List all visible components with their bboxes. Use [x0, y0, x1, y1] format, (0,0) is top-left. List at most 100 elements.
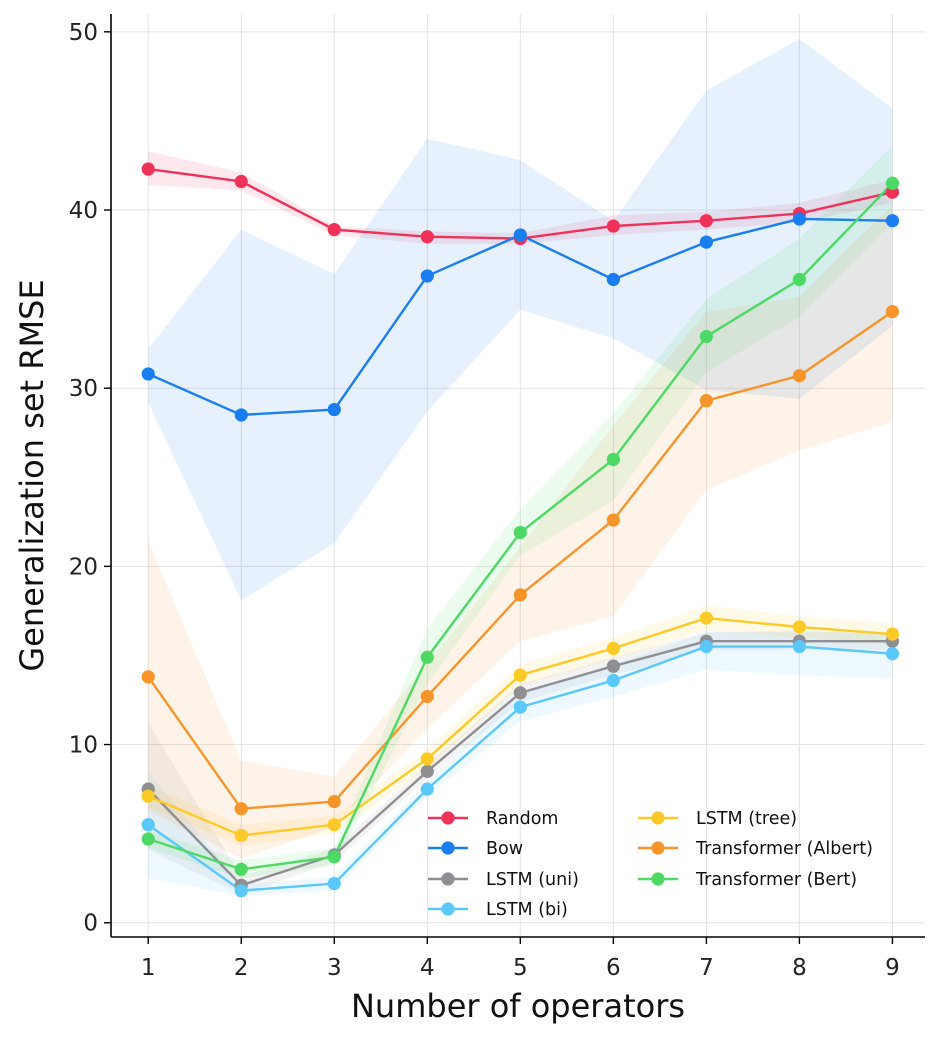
transformer-albert-point [234, 802, 248, 816]
lstm-uni-point [420, 764, 434, 778]
lstm-bi-point [141, 818, 155, 832]
legend-label: Transformer (Bert) [695, 870, 857, 890]
transformer-bert-point [699, 329, 713, 344]
lstm-bi-point [420, 782, 434, 796]
random-point [234, 174, 248, 189]
random-point [420, 230, 434, 244]
bow-point [792, 212, 807, 226]
lstm-uni-point [606, 659, 620, 673]
random-point [141, 162, 155, 176]
lstm-tree-point [699, 611, 713, 625]
y-tick-label: 40 [69, 198, 98, 224]
bow-point [234, 408, 248, 422]
x-axis-title: Number of operators [351, 987, 685, 1025]
legend-item-lstm-bi: LSTM (bi) [428, 900, 568, 920]
lstm-tree-point [792, 620, 807, 634]
bow-band [148, 38, 893, 601]
x-tick-label: 4 [420, 955, 435, 981]
transformer-albert-point [327, 794, 341, 809]
lstm-uni-point [513, 686, 527, 700]
lstm-bi-point [885, 647, 900, 661]
bow-point [420, 269, 434, 283]
transformer-bert-point [606, 452, 620, 467]
grid-lines [111, 14, 925, 937]
lstm-tree-point [606, 641, 620, 655]
x-tick-label: 9 [885, 955, 900, 981]
transformer-bert-point [420, 650, 434, 664]
lstm-bi-point [699, 639, 713, 654]
y-tick-label: 30 [69, 376, 98, 402]
lstm-bi-band [148, 630, 893, 897]
legend-item-transformer-bert: Transformer (Bert) [638, 870, 857, 890]
random-point [327, 223, 341, 237]
x-tick-label: 3 [327, 955, 342, 981]
series-points [141, 162, 900, 898]
axes [110, 14, 925, 938]
x-tick-label: 2 [234, 955, 249, 981]
legend-item-random: Random [428, 809, 558, 829]
legend: Random Bow LSTM (uni) LSTM (bi) LSTM (tree) T… [428, 809, 873, 920]
y-tick-label: 20 [69, 554, 98, 580]
transformer-albert-point [885, 304, 900, 319]
transformer-albert-point [141, 670, 155, 684]
bow-point [327, 402, 341, 417]
legend-item-lstm-uni: LSTM (uni) [428, 870, 579, 890]
legend-label: LSTM (uni) [486, 870, 579, 890]
x-tick-label: 8 [792, 955, 807, 981]
transformer-albert-point [513, 588, 527, 602]
legend-label: Random [486, 809, 558, 829]
lstm-bi-point [513, 700, 527, 714]
transformer-bert-point [327, 850, 341, 864]
bow-point [513, 228, 527, 242]
lstm-tree-point [327, 818, 341, 832]
lstm-tree-point [885, 627, 900, 641]
transformer-bert-point [885, 176, 900, 190]
bow-point [699, 235, 713, 249]
x-tick-label: 6 [606, 955, 621, 981]
transformer-albert-point [420, 689, 434, 704]
lstm-bi-point [327, 876, 341, 891]
transformer-bert-point [234, 862, 248, 876]
legend-label: Transformer (Albert) [695, 839, 873, 859]
legend-label: LSTM (bi) [486, 900, 568, 920]
y-axis-ticks: 0 10 20 30 40 50 [69, 20, 111, 937]
legend-swatch-marker [651, 841, 665, 855]
legend-swatch-marker [441, 811, 455, 825]
legend-label: Bow [486, 839, 523, 859]
transformer-bert-point [513, 525, 527, 540]
y-axis-title: Generalization set RMSE [13, 279, 51, 671]
lstm-uni-band [148, 632, 893, 895]
bow-point [141, 367, 155, 381]
x-axis-ticks: 1 2 3 4 5 6 7 8 9 [141, 937, 900, 981]
transformer-albert-band [148, 204, 893, 859]
legend-label: LSTM (tree) [696, 809, 797, 829]
random-point [606, 219, 620, 233]
legend-swatch-marker [441, 841, 455, 855]
lstm-tree-point [420, 752, 434, 766]
lstm-tree-band [148, 605, 893, 847]
y-tick-label: 0 [83, 911, 98, 937]
transformer-albert-point [606, 513, 620, 527]
x-tick-label: 1 [141, 955, 156, 981]
legend-swatch-marker [441, 872, 455, 886]
lstm-tree-point [513, 668, 527, 682]
legend-swatch-marker [441, 902, 455, 916]
bow-point [885, 214, 900, 228]
transformer-bert-point [141, 832, 155, 846]
x-tick-label: 5 [513, 955, 528, 981]
x-tick-label: 7 [699, 955, 714, 981]
legend-item-transformer-albert: Transformer (Albert) [638, 839, 873, 859]
lstm-bi-point [606, 673, 620, 688]
transformer-bert-point [792, 272, 807, 287]
legend-swatch-marker [651, 872, 665, 886]
lstm-tree-point [141, 789, 155, 803]
random-point [699, 214, 713, 228]
bow-point [606, 272, 620, 287]
legend-item-bow: Bow [428, 839, 523, 859]
transformer-bert-band [148, 145, 893, 879]
y-tick-label: 10 [69, 733, 98, 759]
y-tick-label: 50 [69, 20, 98, 46]
lstm-bi-point [234, 884, 248, 898]
lstm-bi-point [792, 639, 807, 654]
